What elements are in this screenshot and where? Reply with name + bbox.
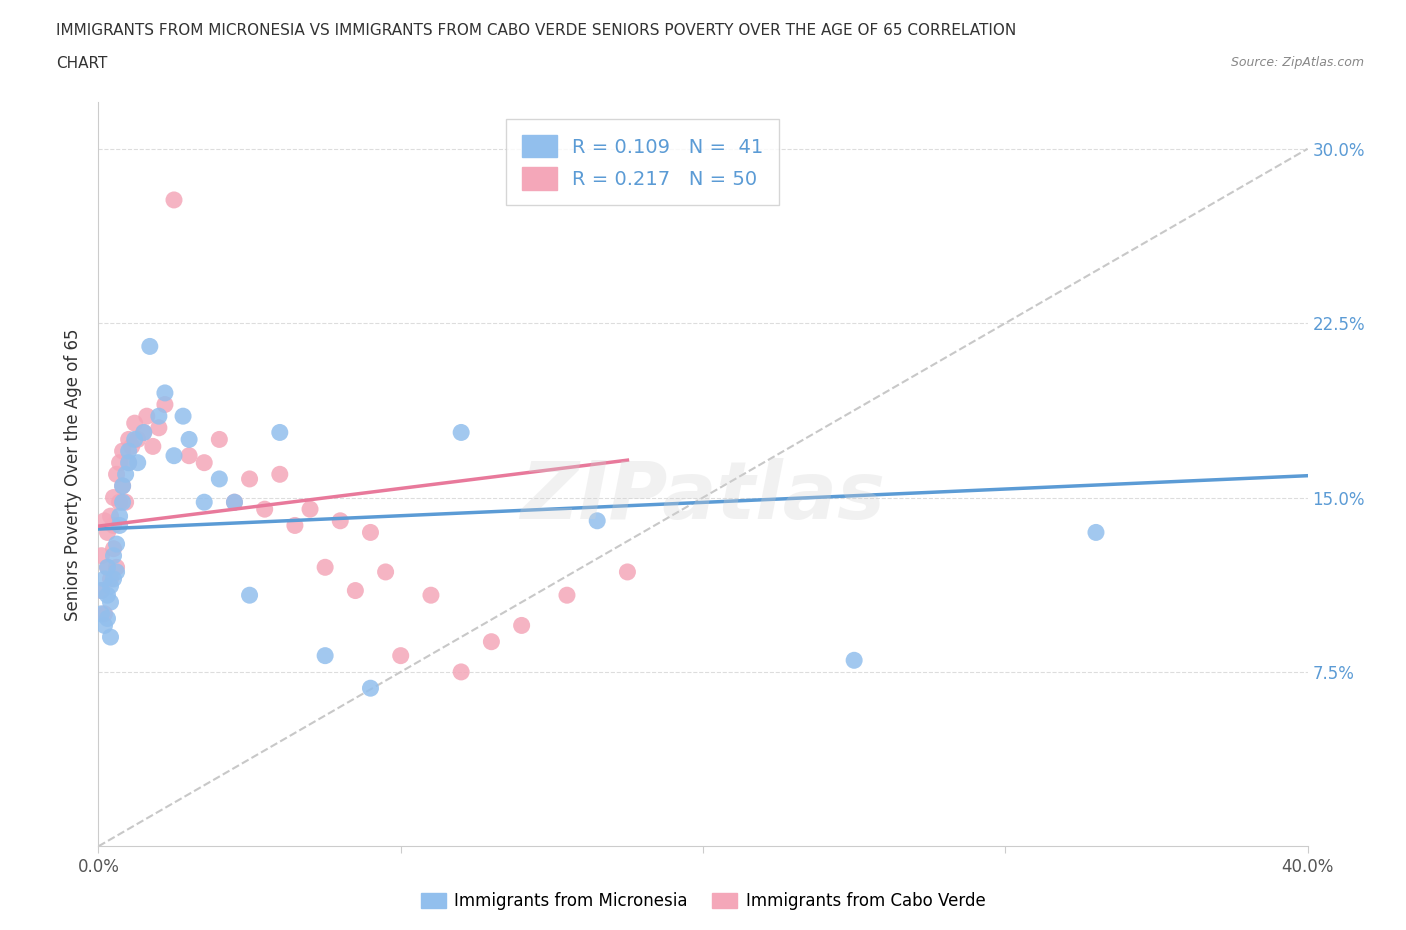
Point	[163, 193, 186, 207]
Point	[239, 472, 262, 486]
Point	[93, 571, 115, 586]
Point	[118, 455, 141, 470]
Point	[121, 439, 143, 454]
Point	[114, 467, 136, 482]
Point	[93, 618, 115, 633]
Point	[118, 455, 141, 470]
Point	[269, 425, 291, 440]
Point	[172, 408, 194, 423]
Point	[100, 509, 122, 524]
Y-axis label: Seniors Poverty Over the Age of 65: Seniors Poverty Over the Age of 65	[65, 328, 83, 620]
Point	[586, 513, 609, 528]
Point	[132, 425, 155, 440]
Point	[510, 618, 533, 633]
Text: ZIPatlas: ZIPatlas	[520, 458, 886, 536]
Legend: Immigrants from Micronesia, Immigrants from Cabo Verde: Immigrants from Micronesia, Immigrants f…	[413, 885, 993, 917]
Legend: R = 0.109   N =  41, R = 0.217   N = 50: R = 0.109 N = 41, R = 0.217 N = 50	[506, 119, 779, 206]
Point	[153, 385, 176, 400]
Point	[96, 611, 118, 626]
Point	[269, 467, 291, 482]
Point	[132, 425, 155, 440]
Point	[90, 548, 112, 563]
Point	[844, 653, 866, 668]
Point	[108, 518, 131, 533]
Point	[142, 439, 165, 454]
Point	[108, 455, 131, 470]
Point	[329, 513, 352, 528]
Point	[135, 408, 157, 423]
Point	[100, 630, 122, 644]
Point	[360, 681, 382, 696]
Point	[163, 448, 186, 463]
Point	[284, 518, 307, 533]
Point	[90, 583, 112, 598]
Point	[103, 571, 125, 586]
Point	[124, 416, 146, 431]
Point	[111, 495, 134, 510]
Text: IMMIGRANTS FROM MICRONESIA VS IMMIGRANTS FROM CABO VERDE SENIORS POVERTY OVER TH: IMMIGRANTS FROM MICRONESIA VS IMMIGRANTS…	[56, 23, 1017, 38]
Point	[105, 537, 128, 551]
Point	[118, 444, 141, 458]
Text: CHART: CHART	[56, 56, 108, 71]
Point	[389, 648, 412, 663]
Point	[118, 432, 141, 447]
Point	[208, 472, 231, 486]
Point	[103, 548, 125, 563]
Point	[105, 467, 128, 482]
Point	[127, 432, 149, 447]
Point	[616, 565, 638, 579]
Point	[450, 664, 472, 679]
Point	[93, 606, 115, 621]
Point	[111, 478, 134, 493]
Point	[193, 495, 215, 510]
Point	[299, 502, 322, 517]
Point	[96, 525, 118, 539]
Point	[103, 541, 125, 556]
Point	[100, 595, 122, 610]
Point	[208, 432, 231, 447]
Point	[1085, 525, 1108, 539]
Point	[100, 578, 122, 593]
Point	[114, 495, 136, 510]
Point	[100, 571, 122, 586]
Point	[90, 583, 112, 598]
Point	[450, 425, 472, 440]
Point	[124, 432, 146, 447]
Text: Source: ZipAtlas.com: Source: ZipAtlas.com	[1230, 56, 1364, 69]
Point	[420, 588, 443, 603]
Point	[108, 509, 131, 524]
Point	[96, 588, 118, 603]
Point	[193, 455, 215, 470]
Point	[111, 478, 134, 493]
Point	[253, 502, 276, 517]
Point	[108, 495, 131, 510]
Point	[481, 634, 503, 649]
Point	[314, 648, 336, 663]
Point	[111, 444, 134, 458]
Point	[224, 495, 246, 510]
Point	[105, 565, 128, 579]
Point	[344, 583, 367, 598]
Point	[153, 397, 176, 412]
Point	[239, 588, 262, 603]
Point	[103, 490, 125, 505]
Point	[179, 448, 201, 463]
Point	[314, 560, 336, 575]
Point	[103, 518, 125, 533]
Point	[127, 455, 149, 470]
Point	[148, 420, 170, 435]
Point	[139, 339, 162, 353]
Point	[90, 606, 112, 621]
Point	[93, 513, 115, 528]
Point	[148, 408, 170, 423]
Point	[555, 588, 578, 603]
Point	[224, 495, 246, 510]
Point	[374, 565, 396, 579]
Point	[360, 525, 382, 539]
Point	[179, 432, 201, 447]
Point	[96, 560, 118, 575]
Point	[96, 560, 118, 575]
Point	[105, 560, 128, 575]
